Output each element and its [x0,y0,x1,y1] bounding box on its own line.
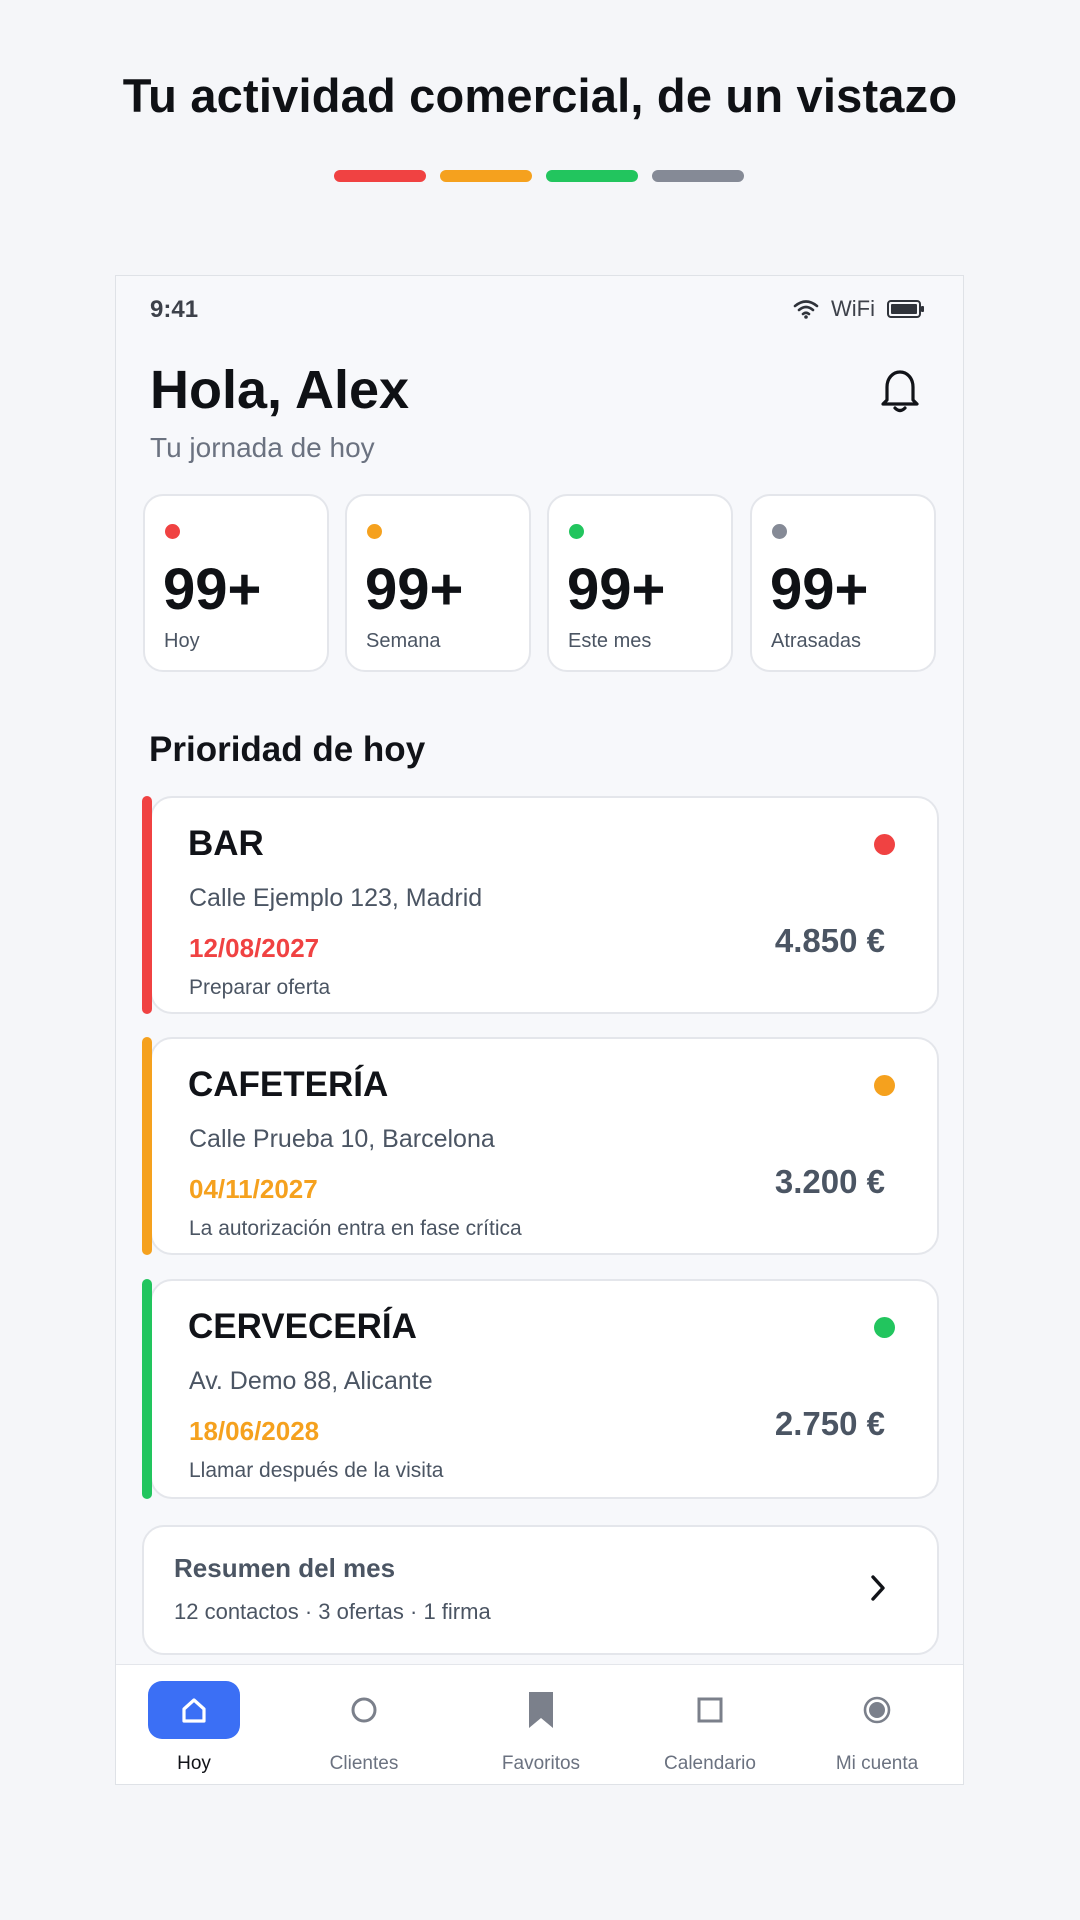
nav-icon-wrap [831,1681,923,1739]
color-legend-green-dash [546,170,638,182]
client-name: CERVECERÍA [188,1307,417,1346]
stat-card-month[interactable]: 99+ Este mes [547,494,733,672]
status-dot [874,1317,895,1338]
status-dot [569,524,584,539]
task-note: Preparar oferta [189,976,331,999]
nav-item-favoritos[interactable]: Favoritos [471,1665,611,1784]
summary-title: Resumen del mes [174,1553,396,1583]
color-legend-red-dash [334,170,426,182]
due-date: 04/11/2027 [189,1174,318,1204]
stat-label: Hoy [164,630,200,652]
due-date: 18/06/2028 [189,1416,320,1446]
monthly-summary-card[interactable]: Resumen del mes 12 contactos · 3 ofertas… [142,1525,939,1655]
wifi-label: WiFi [831,296,875,321]
account-icon [863,1696,891,1724]
status-dot [874,1075,895,1096]
nav-label: Hoy [177,1753,211,1774]
square-icon [697,1697,723,1723]
priority-card-cerveceria[interactable]: CERVECERÍA Av. Demo 88, Alicante 18/06/2… [142,1279,939,1499]
task-note: La autorización entra en fase crítica [189,1217,522,1240]
stat-value: 99+ [163,557,262,622]
status-dot [165,524,180,539]
home-icon [182,1698,206,1723]
client-address: Av. Demo 88, Alicante [189,1367,433,1395]
wifi-icon [793,300,819,319]
stat-label: Semana [366,630,441,652]
stat-value: 99+ [365,557,464,622]
nav-label: Favoritos [501,1753,581,1774]
nav-label: Mi cuenta [835,1753,919,1774]
circle-icon [351,1697,377,1723]
client-address: Calle Ejemplo 123, Madrid [189,884,483,912]
headline: Tu actividad comercial, de un vistazo [122,69,958,122]
due-date: 12/08/2027 [189,933,320,963]
stat-card-today[interactable]: 99+ Hoy [143,494,329,672]
battery-icon [887,300,924,318]
nav-active-pill [148,1681,240,1739]
nav-icon-wrap [664,1681,756,1739]
nav-label: Clientes [329,1753,399,1774]
bottom-nav: Hoy Clientes Favoritos [116,1664,963,1784]
priority-card-bar[interactable]: BAR Calle Ejemplo 123, Madrid 12/08/2027… [142,796,939,1014]
summary-info: 12 contactos · 3 ofertas · 1 firma [174,1599,491,1624]
nav-item-calendario[interactable]: Calendario [640,1665,780,1784]
nav-label: Calendario [664,1753,756,1774]
stat-value: 99+ [770,557,869,622]
status-dot [367,524,382,539]
status-icons: WiFi [793,296,925,322]
status-time: 9:41 [150,296,199,323]
color-legend-gray-dash [652,170,744,182]
status-dot [772,524,787,539]
stat-label: Atrasadas [771,630,862,652]
client-name: CAFETERÍA [188,1065,389,1104]
chevron-right-icon [871,1575,885,1601]
greeting-subtitle: Tu jornada de hoy [150,432,375,463]
bookmark-icon [529,1692,553,1728]
nav-icon-wrap [495,1681,587,1739]
nav-icon-wrap [318,1681,410,1739]
stat-value: 99+ [567,557,666,622]
priority-bar [142,796,152,1014]
color-legend-orange-dash [440,170,532,182]
greeting: Hola, Alex [150,360,410,420]
section-title-priority: Prioridad de hoy [149,730,426,769]
priority-bar [142,1037,152,1255]
stat-card-overdue[interactable]: 99+ Atrasadas [750,494,936,672]
stat-label: Este mes [568,630,652,652]
deal-amount: 3.200 € [774,1163,885,1200]
deal-amount: 2.750 € [774,1405,885,1442]
client-address: Calle Prueba 10, Barcelona [189,1125,495,1153]
status-dot [874,834,895,855]
bell-icon[interactable] [877,366,923,414]
task-note: Llamar después de la visita [189,1459,444,1482]
nav-item-hoy[interactable]: Hoy [124,1665,264,1784]
nav-item-clientes[interactable]: Clientes [294,1665,434,1784]
client-name: BAR [188,824,264,863]
phone-screen: 9:41 WiFi Hola, Alex Tu jornada de hoy 9… [115,275,964,1785]
priority-card-cafeteria[interactable]: CAFETERÍA Calle Prueba 10, Barcelona 04/… [142,1037,939,1255]
priority-bar [142,1279,152,1499]
stat-card-week[interactable]: 99+ Semana [345,494,531,672]
nav-item-mi-cuenta[interactable]: Mi cuenta [807,1665,947,1784]
deal-amount: 4.850 € [774,922,885,959]
